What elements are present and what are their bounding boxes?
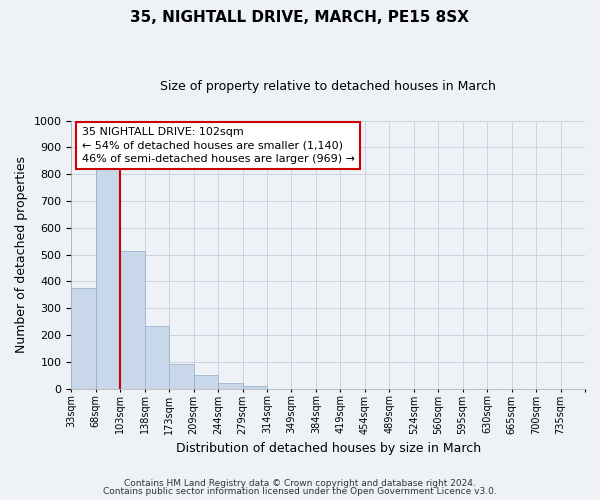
Bar (145, 326, 169, 388)
Text: Contains HM Land Registry data © Crown copyright and database right 2024.: Contains HM Land Registry data © Crown c… (124, 478, 476, 488)
X-axis label: Distribution of detached houses by size in March: Distribution of detached houses by size … (176, 442, 481, 455)
Bar (96, 169, 120, 388)
Text: 35 NIGHTALL DRIVE: 102sqm
← 54% of detached houses are smaller (1,140)
46% of se: 35 NIGHTALL DRIVE: 102sqm ← 54% of detac… (82, 128, 355, 164)
Text: 35, NIGHTALL DRIVE, MARCH, PE15 8SX: 35, NIGHTALL DRIVE, MARCH, PE15 8SX (131, 10, 470, 25)
Bar (218, 383, 242, 388)
Bar (194, 375, 218, 388)
Bar (120, 250, 145, 388)
Bar (71, 288, 96, 388)
Bar (242, 386, 267, 388)
Text: Contains public sector information licensed under the Open Government Licence v3: Contains public sector information licen… (103, 487, 497, 496)
Bar (169, 364, 194, 388)
Y-axis label: Number of detached properties: Number of detached properties (15, 156, 28, 353)
Title: Size of property relative to detached houses in March: Size of property relative to detached ho… (160, 80, 496, 93)
